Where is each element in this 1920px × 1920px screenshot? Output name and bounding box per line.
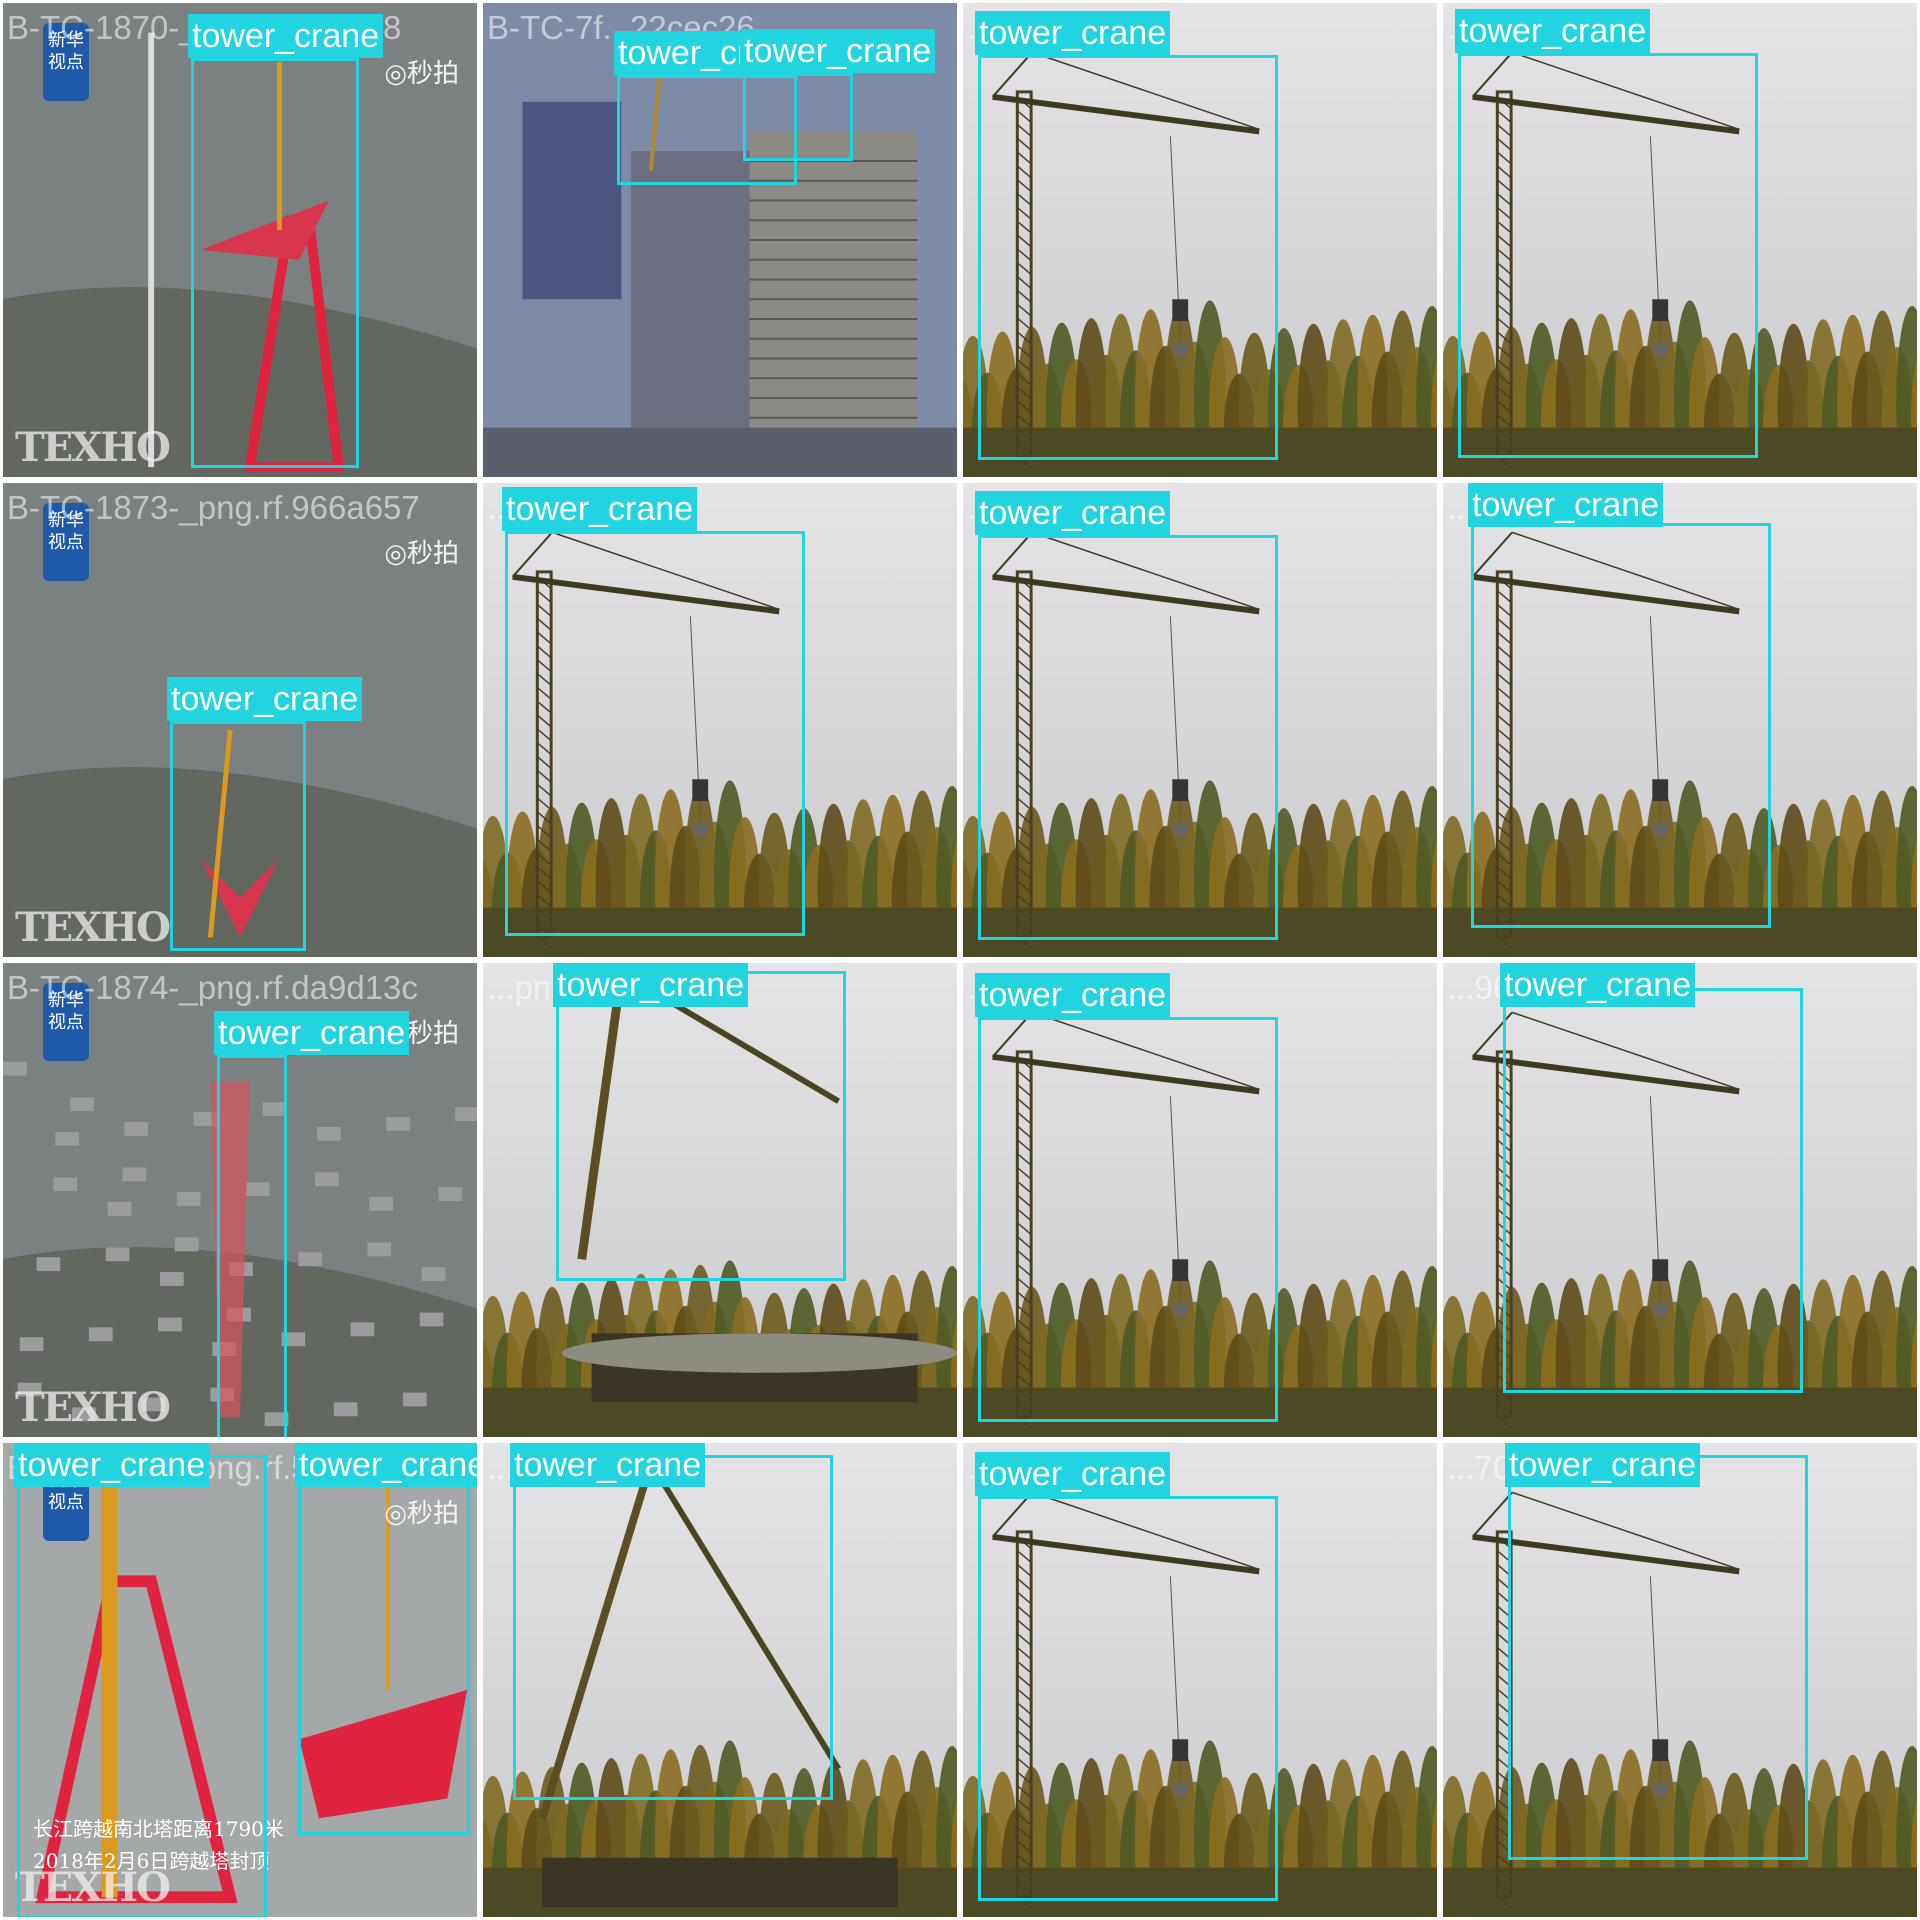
- bounding-box: [978, 535, 1278, 940]
- scene-image: [483, 3, 957, 477]
- image-tile: ...9d49d6btower_crane: [1440, 0, 1920, 480]
- image-tile: ...png.rf.60a88tower_crane: [480, 960, 960, 1440]
- bounding-box: [617, 75, 797, 185]
- scene-image: [1443, 3, 1917, 477]
- image-tile: B-TC-7f...22cec26 tower_crane tower_crane: [480, 0, 960, 480]
- box-label: tower_crane: [740, 29, 936, 73]
- image-tile: ...rf.76a5432tower_crane: [960, 1440, 1440, 1920]
- bounding-box: [513, 1455, 833, 1800]
- image-tile: 新华视点◎秒拍TEXHOB-TC-1870-_png.rf.2059e8towe…: [0, 0, 480, 480]
- box-label: tower_crane: [510, 1443, 706, 1487]
- bounding-box: [978, 55, 1278, 460]
- news-badge-logo: 新华视点: [43, 23, 89, 101]
- bounding-box: [1458, 53, 1758, 458]
- image-tile: ...fb11aa8btower_crane: [960, 960, 1440, 1440]
- bounding-box: [978, 1496, 1278, 1901]
- bounding-box: [978, 1017, 1278, 1422]
- box-label: tower_crane: [975, 973, 1171, 1017]
- box-label: tower_crane: [553, 963, 749, 1007]
- scene-image: [483, 1443, 957, 1917]
- image-tile: ...92b54d2tower_crane: [960, 0, 1440, 480]
- box-label: tower_crane: [975, 11, 1171, 55]
- news-badge-logo: 新华视点: [43, 983, 89, 1061]
- scene-image: [963, 483, 1437, 957]
- box-label: tower_crane: [975, 1452, 1171, 1496]
- bounding-box: [1471, 523, 1771, 928]
- image-tile: ...70c636tower_crane: [1440, 1440, 1920, 1920]
- bounding-box: [1508, 1455, 1808, 1860]
- bounding-box: [1503, 988, 1803, 1393]
- bounding-box: [505, 531, 805, 936]
- bounding-box: [170, 721, 306, 951]
- video-caption: 长江跨越南北塔距离1790米 2018年2月6日跨越塔封顶: [33, 1817, 284, 1873]
- scene-image: [1443, 1443, 1917, 1917]
- box-label: tower_crane: [975, 491, 1171, 535]
- app-watermark: ◎秒拍: [384, 1498, 459, 1528]
- image-tile: ...rf.0a28babtower_crane: [480, 480, 960, 960]
- image-tile: 新华视点◎秒拍TEXHO长江跨越南北塔距离1790米2018年2月6日跨越塔封顶…: [0, 1440, 480, 1920]
- box-label: tower_crane: [214, 1011, 410, 1055]
- bounding-box: [298, 1455, 470, 1835]
- news-badge-logo: 新华视点: [43, 503, 89, 581]
- bounding-box: [17, 1455, 267, 1917]
- bounding-box: [217, 1055, 287, 1437]
- box-label: tower_crane: [167, 677, 363, 721]
- box-label: tower_crane: [14, 1443, 210, 1487]
- image-tile: ...rf.7f7a876tower_crane: [1440, 480, 1920, 960]
- box-label: tower_crane: [1500, 963, 1696, 1007]
- image-tile: ...035e403tower_crane: [960, 480, 1440, 960]
- box-label: tower_crane: [188, 14, 384, 58]
- app-watermark: ◎秒拍: [384, 538, 459, 568]
- image-tile: ...969f0fbtower_crane: [1440, 960, 1920, 1440]
- brand-watermark: TEXHO: [15, 424, 171, 471]
- scene-image: [963, 963, 1437, 1437]
- brand-watermark: TEXHO: [15, 1864, 171, 1911]
- bounding-box: [743, 73, 853, 161]
- scene-image: [963, 1443, 1437, 1917]
- box-label: tower_crane: [1505, 1443, 1701, 1487]
- box-label: tower_crane: [502, 487, 698, 531]
- scene-image: [963, 3, 1437, 477]
- image-tile: ...a99tower_crane: [480, 1440, 960, 1920]
- app-watermark: ◎秒拍: [384, 58, 459, 88]
- scene-image: [483, 483, 957, 957]
- bounding-box: [191, 58, 359, 468]
- scene-image: [483, 963, 957, 1437]
- box-label: tower_crane: [295, 1443, 477, 1487]
- bounding-box: [556, 971, 846, 1281]
- brand-watermark: TEXHO: [15, 1384, 171, 1431]
- brand-watermark: TEXHO: [15, 904, 171, 951]
- scene-image: [1443, 963, 1917, 1437]
- image-tile: 新华视点 ◎秒拍 TEXHO B-TC-1873-_png.rf.966a657 tow…: [0, 480, 480, 960]
- box-label: tower_crane: [1455, 9, 1651, 53]
- image-tile: 新华视点 ◎秒拍 TEXHO B-TC-1874-_png.rf.da9d13c tow…: [0, 960, 480, 1440]
- box-label: tower_crane: [1468, 483, 1664, 527]
